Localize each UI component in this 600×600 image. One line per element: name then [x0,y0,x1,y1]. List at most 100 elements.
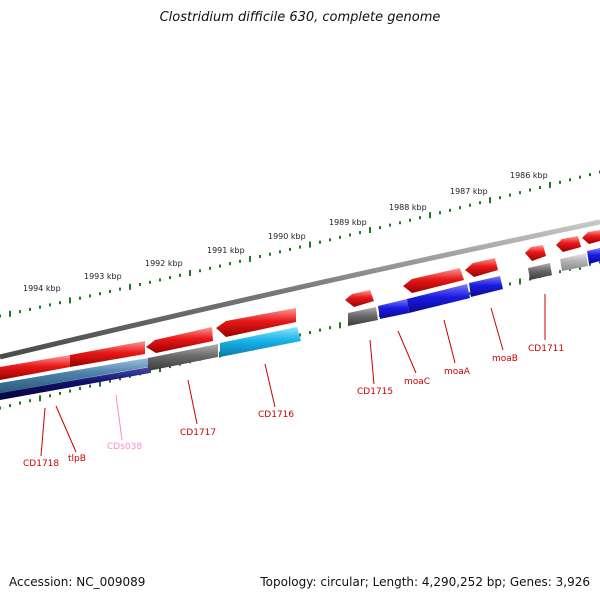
inner-ring-minor-tick [119,377,121,381]
inner-ring-major-tick [159,366,161,373]
cds-forward-3[interactable] [146,327,213,353]
gene-label-CDs038[interactable]: CDs038 [107,442,142,452]
outer-ring-minor-tick [559,180,561,184]
outer-ring-minor-tick [499,196,501,200]
outer-ring-minor-tick [79,296,81,300]
outer-ring-minor-tick [299,245,301,249]
label-leaders [40,294,546,457]
outer-ring-major-tick [489,197,491,204]
inner-ring-major-tick [519,278,521,285]
outer-ring-minor-tick [169,276,171,280]
inner-ring-minor-tick [9,404,11,408]
cds-reverse-CD1717[interactable] [148,344,218,371]
outer-ring-minor-tick [339,235,341,239]
outer-ring-major-tick [369,227,371,233]
outer-ring-minor-tick [399,221,401,225]
kbp-label-1987: 1987 kbp [450,187,488,196]
inner-ring-major-tick [99,380,101,387]
outer-ring-minor-tick [19,310,21,314]
outer-ring-minor-tick [109,289,111,293]
kbp-label-1990: 1990 kbp [268,232,306,241]
inner-ring-minor-tick [309,331,311,335]
outer-ring-minor-tick [279,250,281,254]
cds-reverse-steel[interactable] [0,358,148,393]
cds-forward-1[interactable] [0,355,70,380]
inner-ring-minor-tick [329,326,331,330]
gene-label-CD1711[interactable]: CD1711 [528,344,564,354]
outer-ring-minor-tick [209,266,211,270]
outer-ring-minor-tick [0,314,1,318]
kbp-label-1989: 1989 kbp [329,218,367,227]
outer-ring-minor-tick [29,307,31,311]
accession-text: Accession: NC_009089 [9,575,146,589]
leader-CD1718 [40,407,46,457]
inner-ring-minor-tick [299,333,301,337]
outer-ring-minor-tick [389,223,391,227]
cds-forward-7[interactable] [465,258,498,277]
leader-CD1717 [187,379,198,425]
cds-reverse-CD1716[interactable] [220,327,301,357]
cds-forward-2[interactable] [70,341,145,367]
gene-label-CD1718[interactable]: CD1718 [23,459,59,469]
outer-ring-major-tick [69,297,71,304]
cds-reverse-blue-end[interactable] [587,248,600,264]
outer-tick-ring [0,170,600,318]
outer-ring-minor-tick [459,206,461,210]
outer-ring-minor-tick [589,173,591,177]
gene-label-moaC[interactable]: moaC [404,377,430,387]
cds-reverse-moaB[interactable] [469,276,503,297]
outer-ring-minor-tick [569,178,571,182]
outer-ring-minor-tick [379,226,381,230]
outer-ring-minor-tick [229,262,231,266]
inner-ring-minor-tick [89,384,91,388]
cds-forward-5[interactable] [345,290,374,307]
leader-moaB [490,307,504,351]
outer-ring-major-tick [129,283,131,290]
outer-ring-major-tick [309,241,311,248]
inner-ring-minor-tick [469,292,471,296]
leader-CD1715 [369,339,375,385]
genome-backbone [0,219,600,360]
cds-reverse-moaC[interactable] [378,299,409,319]
cds-forward-8[interactable] [525,245,546,261]
outer-ring-minor-tick [449,208,451,212]
inner-ring-major-tick [39,395,41,402]
cds-reverse-moaA[interactable] [407,284,470,313]
inner-ring-major-tick [339,322,341,329]
outer-ring-major-tick [189,270,191,276]
gene-label-CD1716[interactable]: CD1716 [258,410,294,420]
outer-ring-minor-tick [289,247,291,251]
outer-ring-minor-tick [359,231,361,234]
outer-ring-minor-tick [179,273,181,277]
outer-ring-minor-tick [479,201,481,205]
outer-ring-minor-tick [39,305,41,309]
outer-ring-minor-tick [149,280,151,284]
gene-label-tlpB[interactable]: tlpB [68,454,86,464]
outer-ring-minor-tick [259,255,261,258]
outer-ring-minor-tick [199,269,201,273]
outer-ring-minor-tick [269,252,271,256]
cds-reverse-CD1711[interactable] [528,263,552,280]
cds-forward-10[interactable] [582,230,600,244]
gene-label-CD1715[interactable]: CD1715 [357,387,393,397]
cds-reverse-CD1715[interactable] [348,307,378,326]
inner-ring-minor-tick [169,365,171,369]
outer-ring-minor-tick [219,264,221,268]
inner-ring-minor-tick [589,262,591,266]
gene-label-moaB[interactable]: moaB [492,354,518,364]
cds-reverse-light[interactable] [560,253,588,271]
outer-ring-minor-tick [349,233,351,237]
cds-reverse-navy[interactable] [0,367,150,400]
kbp-label-1994: 1994 kbp [23,284,61,293]
cds-forward-9[interactable] [556,236,581,252]
outer-ring-major-tick [249,255,251,262]
inner-ring-minor-tick [319,328,321,332]
gene-label-CD1717[interactable]: CD1717 [180,428,216,438]
cds-forward-6[interactable] [403,268,464,293]
kbp-label-1991: 1991 kbp [207,246,245,255]
gene-label-moaA[interactable]: moaA [444,367,471,377]
cds-forward-4[interactable] [216,308,296,337]
inner-ring-minor-tick [49,394,51,398]
outer-ring-minor-tick [59,301,61,305]
